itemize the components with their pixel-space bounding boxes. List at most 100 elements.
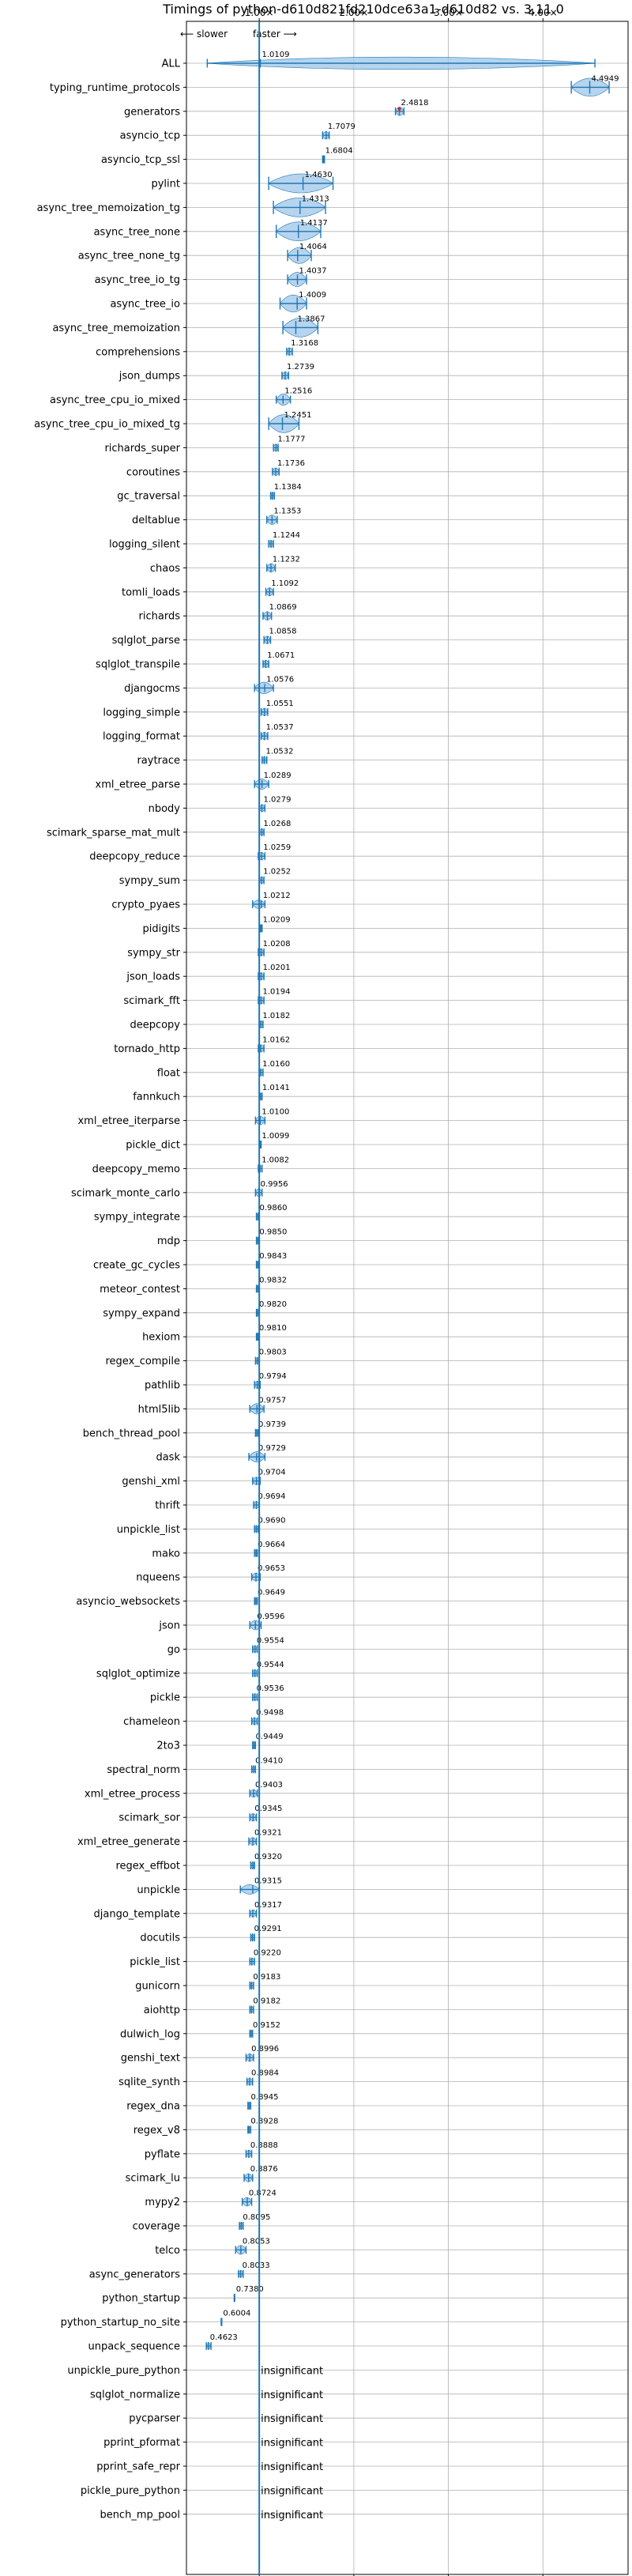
value-label: 1.0289: [264, 771, 292, 780]
value-label: 1.0208: [263, 940, 291, 949]
benchmark-name: hexiom: [142, 1332, 180, 1344]
value-label: 0.9403: [255, 1781, 283, 1790]
insignificant-label: insignificant: [261, 2438, 323, 2450]
benchmark-name: regex_effbot: [115, 1861, 180, 1873]
value-label: 1.4037: [299, 267, 326, 276]
value-label: 1.7079: [328, 123, 356, 131]
benchmark-name: deepcopy_memo: [92, 1164, 180, 1175]
benchmark-name: float: [157, 1067, 180, 1079]
benchmark-name: tornado_http: [114, 1043, 180, 1055]
value-label: 0.9956: [261, 1180, 288, 1189]
value-label: 0.9664: [258, 1541, 285, 1549]
value-label: 0.8033: [243, 2261, 270, 2270]
benchmark-name: scimark_lu: [126, 2173, 180, 2185]
benchmark-name: html5lib: [138, 1404, 180, 1416]
value-label: 0.9690: [258, 1516, 285, 1525]
benchmark-name: go: [167, 1644, 180, 1656]
value-label: 1.0551: [266, 700, 294, 708]
benchmark-name: async_tree_memoization: [52, 322, 180, 334]
value-label: 0.9794: [259, 1372, 287, 1381]
value-label: 1.0212: [263, 892, 291, 900]
benchmark-name: nqueens: [136, 1572, 180, 1584]
value-label: 1.0532: [266, 748, 294, 756]
value-label: 0.8996: [251, 2045, 279, 2054]
benchmark-name: unpack_sequence: [88, 2341, 180, 2353]
value-label: 1.0259: [263, 843, 291, 852]
value-label: 1.3168: [291, 339, 318, 348]
value-label: 0.8945: [251, 2093, 279, 2102]
benchmark-name: telco: [155, 2245, 180, 2257]
value-label: 0.9315: [254, 1876, 282, 1885]
value-label: 1.0252: [263, 868, 291, 877]
chart-title: Timings of python-d610d821fd210dce63a1-d…: [162, 2, 564, 17]
value-label: 0.9410: [255, 1756, 283, 1765]
value-label: 1.0160: [262, 1060, 290, 1069]
value-label: 1.6804: [325, 147, 353, 156]
benchmark-name: deltablue: [132, 515, 180, 526]
benchmark-name: scimark_monte_carlo: [71, 1187, 180, 1199]
benchmark-name: sympy_expand: [103, 1307, 180, 1319]
value-label: 0.9321: [254, 1829, 282, 1838]
benchmark-name: logging_simple: [103, 707, 180, 718]
benchmark-name: xml_etree_process: [85, 1788, 180, 1800]
value-label: 0.8928: [250, 2117, 278, 2125]
benchmark-name: pickle_pure_python: [81, 2485, 180, 2497]
value-label: 1.0082: [261, 1156, 289, 1164]
value-label: 0.6004: [223, 2310, 250, 2318]
insignificant-label: insignificant: [261, 2413, 323, 2425]
benchmark-name: asyncio_tcp: [120, 130, 180, 142]
benchmark-name: richards_super: [104, 443, 180, 454]
value-label: 0.9554: [257, 1636, 284, 1645]
value-label: 0.8053: [243, 2237, 270, 2246]
benchmark-name: sqlite_synth: [118, 2076, 180, 2088]
benchmark-name: pyflate: [145, 2148, 180, 2160]
benchmark-name: django_template: [94, 1908, 180, 1920]
value-label: 1.0141: [262, 1084, 290, 1092]
value-label: 1.0576: [266, 675, 294, 684]
benchmark-name: docutils: [140, 1933, 180, 1944]
value-label: 1.4064: [299, 243, 327, 251]
violin-layer: [205, 56, 610, 2350]
value-label: 0.9832: [259, 1276, 287, 1284]
label-layer: ALL 1.0109 typing_runtime_protocols 4.4949 g…: [34, 51, 619, 2521]
insignificant-label: insignificant: [261, 2389, 323, 2401]
benchmark-name: pprint_pformat: [103, 2437, 180, 2449]
value-label: 1.1244: [273, 531, 300, 540]
benchmark-name: genshi_text: [121, 2053, 180, 2065]
value-label: 0.9860: [259, 1204, 287, 1213]
value-label: 0.9653: [258, 1564, 285, 1573]
benchmark-name: async_tree_none_tg: [78, 251, 180, 262]
benchmark-name: python_startup: [102, 2293, 180, 2305]
value-label: 1.0858: [269, 628, 296, 636]
value-label: 0.9183: [253, 1973, 280, 1982]
value-label: 1.4313: [302, 194, 329, 203]
benchmark-name: unpickle_list: [117, 1524, 180, 1536]
benchmark-name: crypto_pyaes: [111, 900, 180, 911]
value-label: 1.1777: [277, 435, 305, 443]
benchmark-name: spectral_norm: [107, 1764, 180, 1776]
benchmark-name: mdp: [157, 1235, 180, 1247]
x-tick-label-top: 4.00×: [529, 7, 558, 18]
benchmark-name: python_startup_no_site: [61, 2317, 180, 2329]
benchmark-name: thrift: [155, 1500, 180, 1512]
benchmark-name: mypy2: [145, 2197, 180, 2208]
value-label: 0.9704: [258, 1469, 286, 1477]
benchmark-name: comprehensions: [96, 346, 180, 358]
benchmark-name: pathlib: [145, 1380, 180, 1392]
value-label: 0.9596: [257, 1612, 284, 1621]
benchmark-name: regex_dna: [126, 2101, 180, 2113]
direction-faster-label: faster ⟶: [253, 28, 297, 40]
benchmark-name: logging_silent: [109, 539, 180, 551]
benchmark-name: asyncio_websockets: [76, 1596, 180, 1608]
value-label: 1.0279: [264, 795, 292, 804]
direction-slower-label: ⟵ slower: [180, 28, 228, 40]
benchmark-name: mako: [152, 1548, 180, 1560]
benchmark-name: deepcopy: [130, 1020, 180, 1032]
benchmark-name: pycparser: [129, 2413, 180, 2425]
benchmark-name: regex_v8: [134, 2125, 180, 2137]
value-label: 0.9291: [254, 1925, 282, 1933]
benchmark-name: pickle_dict: [126, 1140, 180, 1152]
value-label: 0.9317: [254, 1901, 282, 1910]
benchmark-name: async_tree_io_tg: [95, 274, 180, 286]
benchmark-name: scimark_sor: [118, 1812, 180, 1824]
